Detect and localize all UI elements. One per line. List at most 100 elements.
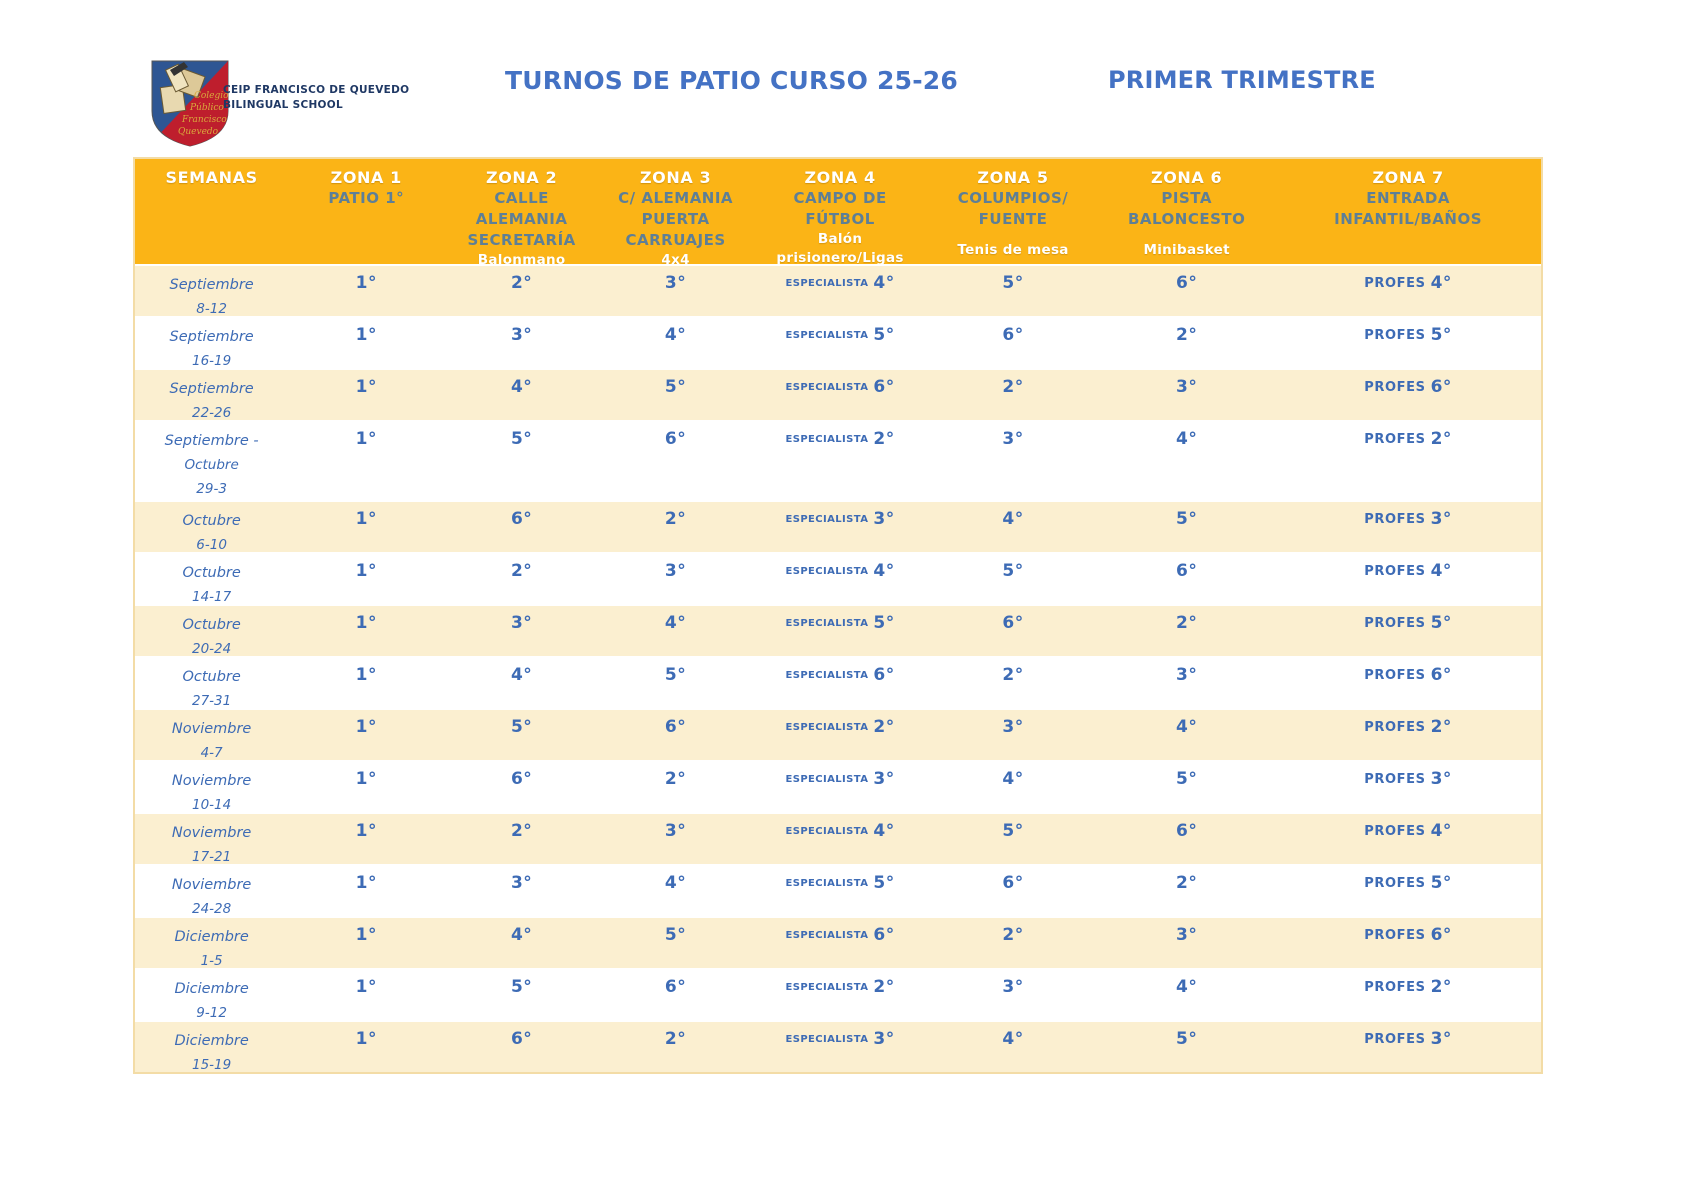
week-line: 29-3 (196, 481, 227, 497)
grade-value: 1° (355, 925, 377, 945)
week-line: 1-5 (200, 953, 223, 968)
grade-value: 5° (664, 925, 687, 945)
header-activity-label: Minibasket (1143, 241, 1229, 260)
especialista-cell: ESPECIALISTA 4° (752, 814, 928, 864)
profes-label: PROFES (1364, 1032, 1426, 1047)
week-line: Noviembre (171, 877, 252, 893)
grade-value: 1° (355, 509, 377, 529)
header-location-label: CAMPO DE (793, 189, 887, 207)
week-line: 17-21 (192, 849, 232, 864)
grade-value: 5° (1430, 613, 1452, 633)
table-row: Septiembre 8-12 1° 2° 3° ESPECIALISTA 4° 5° 6° PR… (135, 264, 1541, 316)
grade-cell: 1° (288, 1022, 444, 1072)
grade-value: 4° (510, 377, 533, 397)
header-location-label: INFANTIL/BAÑOS (1334, 210, 1482, 228)
week-cell: Diciembre 9-12 (135, 970, 288, 1020)
profes-cell: PROFES 5° (1275, 866, 1541, 916)
profes-cell: PROFES 5° (1275, 606, 1541, 656)
week-cell: Noviembre 17-21 (135, 814, 288, 864)
header-location-label: FUENTE (978, 210, 1048, 228)
logo-text-line: Público (189, 102, 224, 113)
week-line: 10-14 (192, 797, 232, 812)
grade-cell: 5° (599, 370, 752, 420)
document-title: TURNOS DE PATIO CURSO 25-26 (505, 66, 958, 95)
especialista-cell: ESPECIALISTA 4° (752, 554, 928, 604)
header-zone-label: ZONA 3 (639, 168, 712, 187)
week-line: 8-12 (196, 301, 227, 316)
grade-value: 2° (1430, 717, 1452, 737)
header-zone-label: ZONA 6 (1151, 168, 1223, 187)
especialista-cell: ESPECIALISTA 5° (752, 866, 928, 916)
especialista-label: ESPECIALISTA (785, 878, 869, 889)
grade-cell: 3° (444, 318, 599, 368)
grade-cell: 1° (288, 970, 444, 1020)
grade-value: 3° (1175, 665, 1198, 685)
profes-cell: PROFES 4° (1275, 554, 1541, 604)
grade-cell: 4° (599, 318, 752, 368)
profes-cell: PROFES 2° (1275, 710, 1541, 760)
especialista-label: ESPECIALISTA (785, 774, 869, 785)
especialista-label: ESPECIALISTA (785, 278, 869, 289)
header-zone-label: SEMANAS (165, 168, 258, 187)
grade-value: 4° (1430, 273, 1452, 293)
profes-cell: PROFES 4° (1275, 266, 1541, 316)
grade-value: 4° (873, 821, 895, 841)
week-line: 27-31 (192, 693, 232, 708)
grade-cell: 4° (599, 866, 752, 916)
grade-value: 5° (510, 977, 533, 997)
table-row: Noviembre 17-21 1° 2° 3° ESPECIALISTA 4° 5° 6° PR… (135, 812, 1541, 864)
week-line: Octubre (182, 617, 241, 633)
grade-value: 6° (1430, 925, 1452, 945)
grade-value: 3° (873, 1029, 895, 1049)
grade-value: 2° (510, 273, 533, 293)
grade-value: 5° (510, 429, 533, 449)
grade-cell: 5° (1098, 1022, 1275, 1072)
grade-value: 3° (664, 273, 687, 293)
table-body: Septiembre 8-12 1° 2° 3° ESPECIALISTA 4° 5° 6° PR… (135, 264, 1541, 1072)
week-line: Octubre (182, 513, 241, 529)
table-row: Octubre 20-24 1° 3° 4° ESPECIALISTA 5° 6° 2° PROF… (135, 604, 1541, 656)
grade-cell: 1° (288, 370, 444, 420)
profes-label: PROFES (1364, 276, 1426, 291)
grade-value: 6° (1430, 665, 1452, 685)
grade-cell: 5° (1098, 762, 1275, 812)
grade-value: 3° (1175, 377, 1198, 397)
grade-value: 4° (510, 925, 533, 945)
grade-cell: 4° (444, 370, 599, 420)
grade-value: 1° (355, 665, 377, 685)
grade-value: 4° (510, 665, 533, 685)
especialista-label: ESPECIALISTA (785, 826, 869, 837)
grade-cell: 4° (1098, 710, 1275, 760)
table-row: Septiembre 22-26 1° 4° 5° ESPECIALISTA 6° 2° 3° P… (135, 368, 1541, 420)
profes-cell: PROFES 2° (1275, 422, 1541, 500)
table-header-row: SEMANAS ZONA 1 PATIO 1° ZONA 2 CALLE ALEMANI… (135, 159, 1541, 264)
grade-cell: 3° (444, 606, 599, 656)
week-line: Septiembre (169, 277, 254, 293)
header-zone-label: ZONA 4 (804, 168, 876, 187)
grade-cell: 2° (1098, 318, 1275, 368)
grade-cell: 1° (288, 502, 444, 552)
grade-value: 2° (1430, 977, 1452, 997)
table-row: Noviembre 10-14 1° 6° 2° ESPECIALISTA 3° 4° 5° PR… (135, 760, 1541, 812)
grade-cell: 4° (444, 918, 599, 968)
profes-label: PROFES (1364, 616, 1426, 631)
especialista-cell: ESPECIALISTA 4° (752, 266, 928, 316)
grade-cell: 6° (928, 606, 1098, 656)
grade-value: 2° (1175, 613, 1198, 633)
week-line: Noviembre (171, 721, 252, 737)
especialista-cell: ESPECIALISTA 3° (752, 502, 928, 552)
week-line: Noviembre (171, 773, 252, 789)
header-activity-line: Minibasket (1143, 242, 1230, 258)
grade-cell: 4° (928, 762, 1098, 812)
especialista-label: ESPECIALISTA (785, 330, 869, 341)
header-zone-label: ZONA 5 (977, 168, 1049, 187)
week-line: Octubre (184, 457, 239, 473)
header-location-label: CARRUAJES (625, 231, 726, 249)
especialista-cell: ESPECIALISTA 3° (752, 762, 928, 812)
grade-value: 6° (1175, 561, 1198, 581)
grade-value: 4° (873, 561, 895, 581)
grade-value: 3° (510, 873, 533, 893)
grade-cell: 4° (1098, 422, 1275, 500)
table-row: Diciembre 15-19 1° 6° 2° ESPECIALISTA 3° 4° 5° PR… (135, 1020, 1541, 1072)
header-activity-line: Balón (817, 231, 863, 247)
